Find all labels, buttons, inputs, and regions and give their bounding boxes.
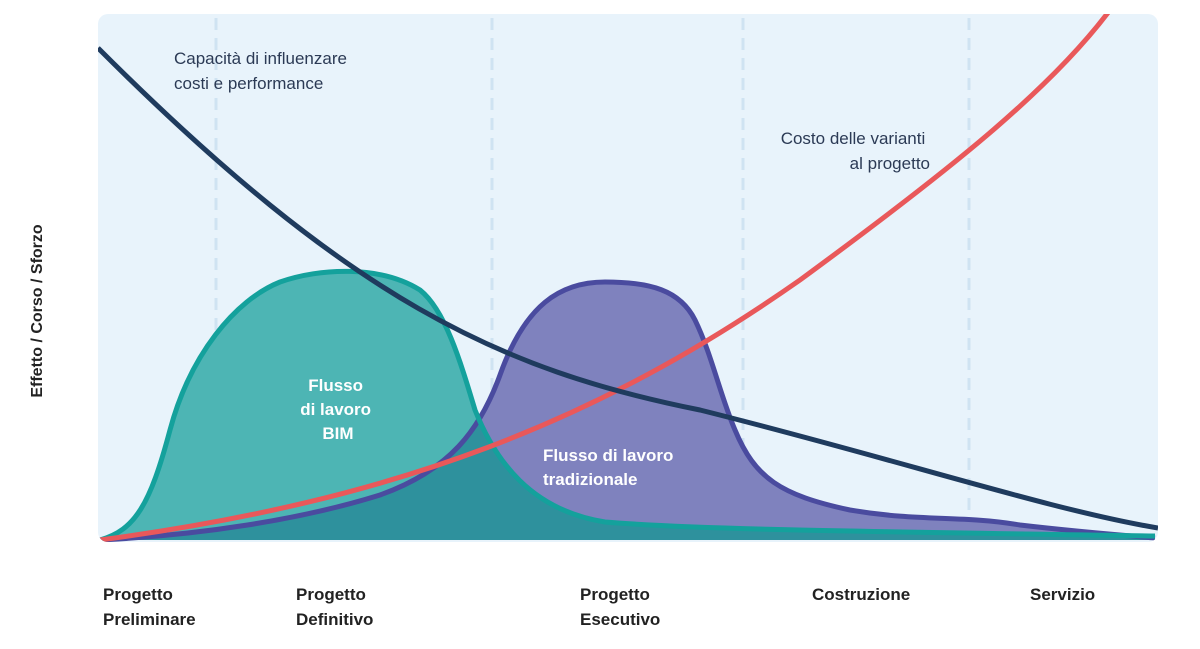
influence-curve xyxy=(98,46,1158,531)
change-cost-curve xyxy=(99,14,1112,542)
traditional-workflow-label: Flusso di lavoro tradizionale xyxy=(543,446,678,489)
change-cost-label: Costo delle varianti al progetto xyxy=(781,129,930,173)
bim-workflow-label: Flusso di lavoro BIM xyxy=(300,376,376,443)
traditional-workflow-outline xyxy=(99,279,1156,542)
phase-label-preliminare: Progetto Preliminare xyxy=(103,585,196,629)
phase-dividers xyxy=(214,18,971,540)
bim-workflow-area xyxy=(100,271,1155,540)
phase-label-definitivo: Progetto Definitivo xyxy=(296,585,373,629)
phase-label-esecutivo: Progetto Esecutivo xyxy=(580,585,660,629)
phase-label-servizio: Servizio xyxy=(1030,585,1095,604)
y-axis-label: Effetto / Corso / Sforzo xyxy=(29,224,46,398)
phase-label-costruzione: Costruzione xyxy=(812,585,910,604)
traditional-workflow-area xyxy=(100,282,1155,540)
influence-label: Capacità di influenzare costi e performa… xyxy=(174,49,352,93)
